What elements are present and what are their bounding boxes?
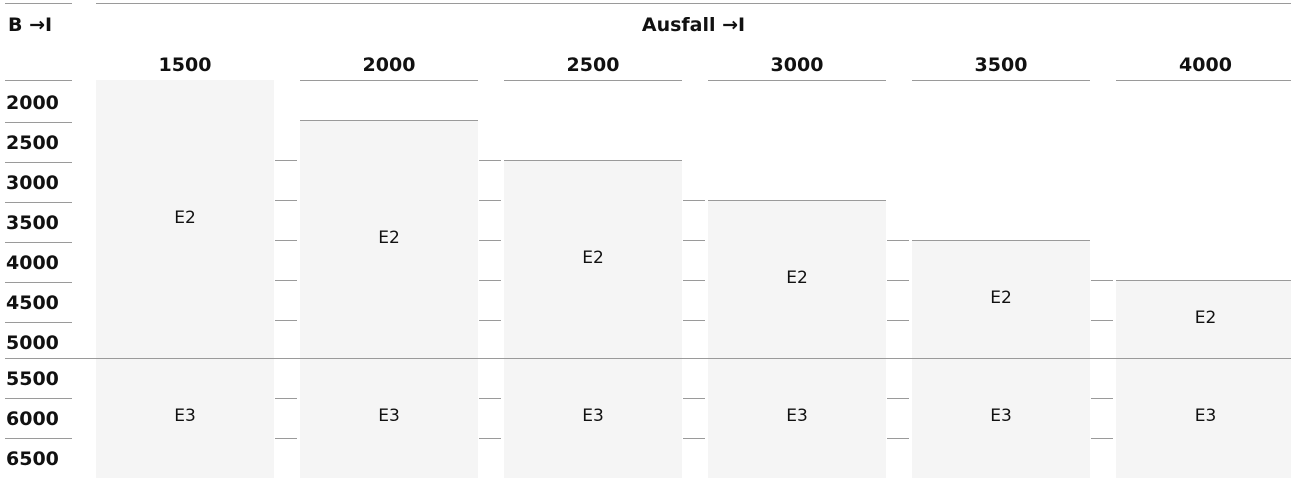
gutter-line	[1091, 438, 1113, 439]
row-line	[5, 162, 72, 163]
cell-label: E2	[990, 288, 1012, 308]
gutter-line	[479, 398, 501, 399]
row-label: 2500	[6, 132, 59, 154]
gutter-line	[683, 320, 705, 321]
row-label: 5500	[6, 368, 59, 390]
header-line	[504, 80, 682, 81]
cell-label: E3	[990, 406, 1012, 426]
row-line	[5, 398, 72, 399]
cell-block	[504, 358, 682, 478]
cell-block	[96, 80, 274, 358]
cell-block	[300, 358, 478, 478]
gutter-line	[275, 240, 297, 241]
row-label: 6500	[6, 448, 59, 470]
gutter-line	[275, 398, 297, 399]
top-line	[96, 3, 1291, 4]
row-line	[5, 322, 72, 323]
cell-label: E3	[174, 406, 196, 426]
cell-block	[912, 358, 1090, 478]
row-line	[5, 122, 72, 123]
gutter-line	[887, 398, 909, 399]
cell-label: E2	[786, 268, 808, 288]
header-line	[1116, 80, 1291, 81]
gutter-line	[887, 438, 909, 439]
row-label: 3000	[6, 172, 59, 194]
corner-label: B →I	[8, 14, 53, 36]
row-line	[5, 202, 72, 203]
gutter-line	[887, 240, 909, 241]
gutter-line	[479, 200, 501, 201]
gutter-line	[1091, 398, 1113, 399]
header-title: Ausfall →I	[641, 14, 746, 36]
row-line	[5, 282, 72, 283]
row-line	[5, 80, 72, 81]
gutter-line	[275, 438, 297, 439]
row-label: 4500	[6, 292, 59, 314]
column-label: 4000	[1179, 54, 1232, 76]
gutter-line	[887, 280, 909, 281]
gutter-line	[1091, 320, 1113, 321]
gutter-line	[479, 438, 501, 439]
gutter-line	[479, 160, 501, 161]
gutter-line	[683, 398, 705, 399]
gutter-line	[479, 240, 501, 241]
cell-block	[96, 358, 274, 478]
cell-block	[504, 160, 682, 358]
cell-block	[300, 120, 478, 358]
gutter-line	[275, 200, 297, 201]
row-line	[5, 438, 72, 439]
cell-label: E3	[1194, 406, 1217, 426]
gutter-line	[887, 320, 909, 321]
cell-label: E3	[582, 406, 604, 426]
gutter-line	[683, 438, 705, 439]
corner-line	[5, 3, 72, 4]
cell-label: E2	[1194, 308, 1217, 328]
gutter-line	[1091, 280, 1113, 281]
gutter-line	[683, 240, 705, 241]
gutter-line	[479, 280, 501, 281]
column-label: 3000	[770, 54, 824, 76]
gutter-line	[275, 320, 297, 321]
column-label: 2000	[362, 54, 416, 76]
cell-label: E2	[378, 228, 400, 248]
gutter-line	[275, 160, 297, 161]
header-line	[708, 80, 886, 81]
column-label: 1500	[158, 54, 212, 76]
cell-label: E3	[786, 406, 808, 426]
cell-label: E2	[174, 208, 196, 228]
column-label: 2500	[566, 54, 620, 76]
cell-label: E3	[378, 406, 400, 426]
cell-block	[1116, 358, 1291, 478]
row-label: 4000	[6, 252, 59, 274]
row-label: 6000	[6, 408, 59, 430]
cell-label: E2	[582, 248, 604, 268]
cell-block	[708, 200, 886, 358]
row-label: 2000	[6, 92, 59, 114]
row-label: 5000	[6, 332, 59, 354]
row-line	[5, 242, 72, 243]
header-line	[300, 80, 478, 81]
row-label: 3500	[6, 212, 59, 234]
header-line	[912, 80, 1090, 81]
gutter-line	[275, 280, 297, 281]
gutter-line	[683, 200, 705, 201]
gutter-line	[479, 320, 501, 321]
gutter-line	[683, 280, 705, 281]
cell-block	[1116, 280, 1291, 358]
cell-block	[912, 240, 1090, 358]
cell-block	[708, 358, 886, 478]
column-label: 3500	[974, 54, 1028, 76]
